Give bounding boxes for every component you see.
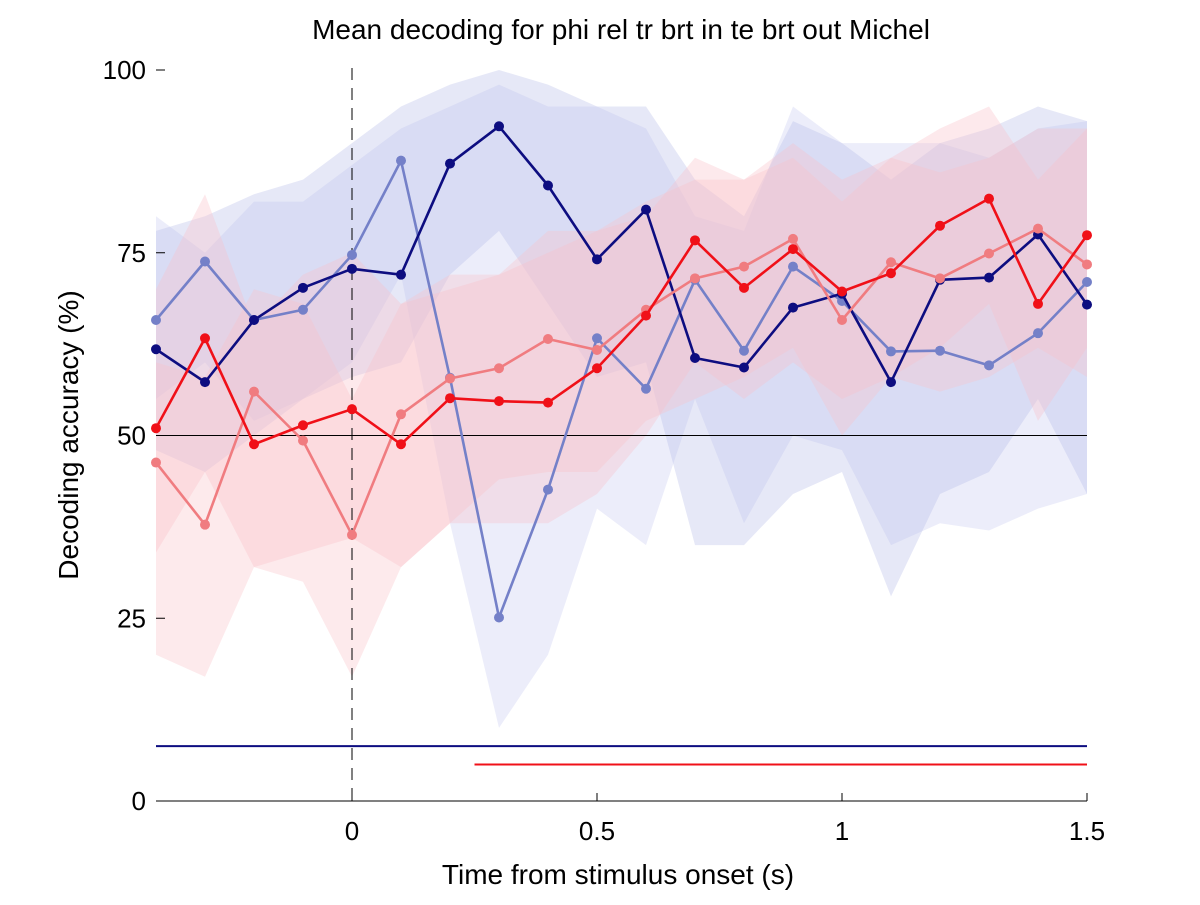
data-point-series-1: [935, 345, 945, 356]
data-point-series-3: [1082, 259, 1092, 270]
data-point-series-3: [298, 435, 308, 446]
y-tick-label: 0: [132, 786, 146, 816]
data-point-series-3: [837, 315, 847, 326]
data-point-series-2: [788, 302, 798, 313]
series-lines: [151, 121, 1092, 623]
data-point-series-3: [592, 344, 602, 355]
x-axis-title: Time from stimulus onset (s): [442, 859, 794, 890]
data-point-series-4: [886, 268, 896, 279]
data-point-series-1: [396, 155, 406, 166]
data-point-series-2: [347, 263, 357, 274]
data-point-series-4: [690, 235, 700, 246]
axes: 0 0.5 1 1.5 0 25 50 75 100: [103, 55, 1105, 846]
series-line-4: [154, 197, 1089, 446]
data-point-series-1: [739, 345, 749, 356]
data-point-series-3: [249, 386, 259, 397]
data-point-series-3: [739, 261, 749, 272]
data-point-series-2: [886, 377, 896, 388]
data-point-series-2: [690, 353, 700, 364]
confidence-band-series-1: [156, 84, 1087, 728]
y-tick-label: 25: [117, 603, 146, 633]
confidence-band-series-2: [156, 70, 1087, 597]
x-tick-label: 1.5: [1069, 816, 1105, 846]
data-point-series-4: [249, 439, 259, 450]
data-point-series-1: [200, 256, 210, 267]
data-point-series-2: [592, 254, 602, 265]
data-point-series-3: [935, 273, 945, 284]
data-point-series-3: [788, 233, 798, 244]
data-point-series-4: [1033, 298, 1043, 309]
data-point-series-2: [151, 344, 161, 355]
data-point-series-1: [1082, 276, 1092, 287]
chart-title: Mean decoding for phi rel tr brt in te b…: [312, 14, 930, 45]
reference-lines: [156, 68, 1087, 801]
y-tick-label: 50: [117, 421, 146, 451]
data-point-series-4: [739, 282, 749, 293]
x-tick-label: 0: [345, 816, 359, 846]
x-tick-label: 1: [835, 816, 849, 846]
y-axis-title: Decoding accuracy (%): [53, 290, 84, 579]
data-point-series-1: [641, 383, 651, 394]
data-point-series-2: [445, 158, 455, 169]
data-point-series-4: [298, 420, 308, 431]
data-point-series-2: [543, 180, 553, 191]
data-point-series-4: [592, 363, 602, 374]
data-point-series-3: [886, 257, 896, 268]
data-point-series-3: [445, 373, 455, 384]
x-tick-label: 0.5: [579, 816, 615, 846]
data-point-series-1: [347, 249, 357, 260]
data-point-series-3: [984, 248, 994, 259]
data-point-series-1: [788, 261, 798, 272]
data-point-series-1: [886, 346, 896, 357]
data-point-series-3: [396, 409, 406, 420]
data-point-series-2: [739, 362, 749, 373]
confidence-bands: [156, 70, 1087, 728]
data-point-series-1: [1033, 328, 1043, 339]
data-point-series-2: [641, 204, 651, 215]
data-point-series-3: [151, 457, 161, 468]
data-point-series-3: [347, 529, 357, 540]
data-point-series-3: [200, 519, 210, 530]
data-point-series-1: [494, 612, 504, 623]
significance-lines: [156, 745, 1087, 766]
data-point-series-4: [543, 397, 553, 408]
data-point-series-4: [1082, 230, 1092, 241]
data-point-series-2: [1082, 299, 1092, 310]
data-point-series-4: [788, 244, 798, 255]
data-point-series-2: [200, 377, 210, 388]
data-point-series-3: [690, 273, 700, 284]
data-point-series-1: [298, 304, 308, 315]
data-point-series-2: [396, 269, 406, 280]
confidence-band-series-3: [156, 128, 1087, 677]
data-point-series-1: [984, 360, 994, 371]
confidence-band-series-4: [156, 106, 1087, 568]
data-point-series-3: [543, 334, 553, 345]
data-point-series-1: [543, 484, 553, 495]
data-point-series-2: [298, 282, 308, 293]
data-point-series-4: [396, 439, 406, 450]
data-point-series-1: [592, 333, 602, 344]
y-tick-label: 100: [103, 55, 146, 85]
series-line-3: [154, 227, 1088, 537]
data-point-series-4: [200, 333, 210, 344]
data-point-series-2: [984, 272, 994, 283]
data-point-series-3: [494, 363, 504, 374]
data-point-series-2: [249, 315, 259, 326]
data-point-series-3: [1033, 223, 1043, 234]
series-line-1: [155, 159, 1088, 619]
data-point-series-4: [445, 393, 455, 404]
data-point-series-1: [151, 315, 161, 326]
data-point-series-4: [347, 404, 357, 415]
data-point-series-4: [935, 220, 945, 231]
data-point-series-4: [494, 396, 504, 407]
data-point-series-4: [641, 310, 651, 321]
data-point-series-4: [151, 423, 161, 434]
data-point-series-2: [494, 121, 504, 132]
series-line-2: [155, 124, 1089, 384]
data-point-series-4: [984, 193, 994, 204]
data-point-series-4: [837, 286, 847, 297]
y-tick-label: 75: [117, 238, 146, 268]
